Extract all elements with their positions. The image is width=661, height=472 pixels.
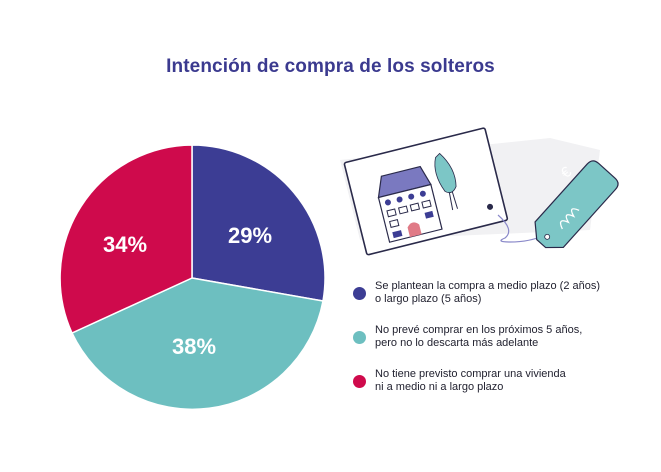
pie-label-blue: 29% <box>227 223 273 248</box>
pie-slice-teal <box>70 277 324 411</box>
legend-text-line1: No tiene previsto comprar una vivienda <box>375 368 566 380</box>
legend-item-blue: Se plantean la compra a medio plazo (2 a… <box>353 280 613 306</box>
pie-label-teal: 38% <box>171 334 217 359</box>
legend-item-teal: No prevé comprar en los próximos 5 años,… <box>353 324 613 350</box>
legend: Se plantean la compra a medio plazo (2 a… <box>353 280 613 408</box>
legend-text-line2: o largo plazo (5 años) <box>375 293 482 305</box>
pie-slice-blue <box>191 144 326 302</box>
legend-text-line2: ni a medio ni a largo plazo <box>375 381 504 393</box>
legend-dot-blue <box>353 286 366 300</box>
house-price-tag-illustration: € <box>340 127 619 256</box>
pie-slice-crimson <box>59 144 193 334</box>
chart-title: Intención de compra de los solteros <box>166 56 495 77</box>
legend-text-line2: pero no lo descarta más adelante <box>375 337 539 349</box>
legend-dot-crimson <box>353 374 366 388</box>
legend-dot-teal <box>353 330 366 344</box>
legend-item-crimson: No tiene previsto comprar una vivienda n… <box>353 368 613 394</box>
legend-text-line1: Se plantean la compra a medio plazo (2 a… <box>375 280 601 292</box>
pie-label-crimson: 34% <box>102 232 148 257</box>
legend-text-line1: No prevé comprar en los próximos 5 años, <box>375 324 583 336</box>
